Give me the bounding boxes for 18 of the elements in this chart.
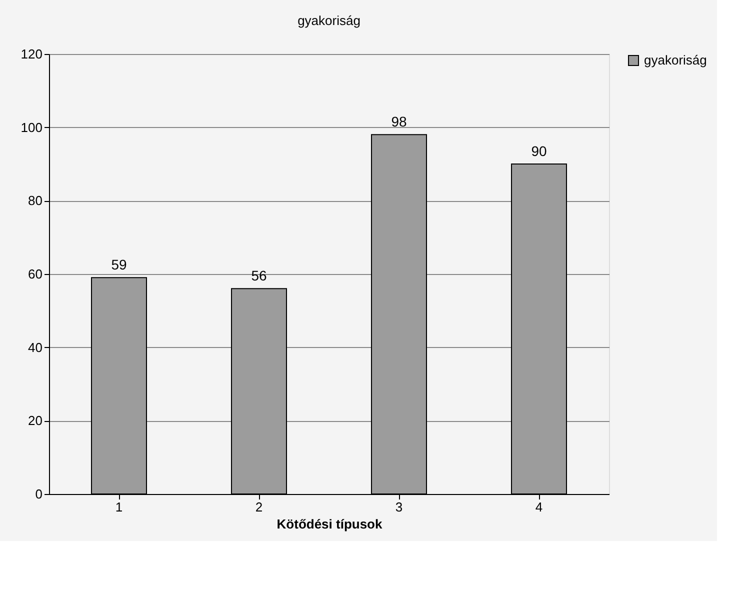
y-tick-label: 40 xyxy=(28,340,42,355)
x-tick-label: 3 xyxy=(395,500,403,514)
x-axis-title: Kötődési típusok xyxy=(276,516,383,532)
y-tick-label: 20 xyxy=(28,413,42,428)
chart-title: gyakoriság xyxy=(298,13,360,28)
y-tick-label: 0 xyxy=(35,486,42,502)
legend-label: gyakoriság xyxy=(644,52,707,68)
y-tick-label: 80 xyxy=(28,193,42,208)
y-tick-label: 100 xyxy=(20,120,42,135)
data-label: 90 xyxy=(531,143,547,159)
y-tick-label: 120 xyxy=(20,46,42,62)
x-tick-label: 2 xyxy=(255,500,263,514)
data-label: 98 xyxy=(391,114,407,130)
data-label: 59 xyxy=(111,256,127,273)
data-label: 56 xyxy=(251,268,267,284)
x-tick-label: 1 xyxy=(115,500,123,514)
y-tick-label: 60 xyxy=(28,266,42,282)
x-tick-label: 4 xyxy=(535,500,543,514)
